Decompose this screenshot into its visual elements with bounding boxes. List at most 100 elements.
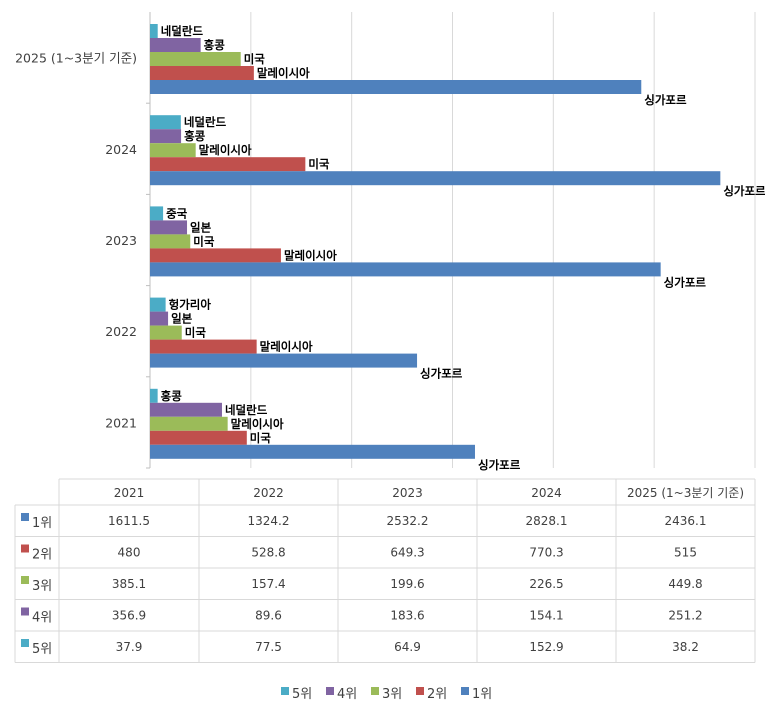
category-label: 2021 bbox=[105, 415, 137, 430]
legend-key-icon bbox=[21, 639, 29, 647]
bar bbox=[150, 311, 169, 326]
legend-key-icon bbox=[21, 576, 29, 584]
bar bbox=[150, 52, 241, 66]
bar bbox=[150, 220, 188, 235]
legend-label: 2위 bbox=[427, 687, 447, 702]
table-cell: 64.9 bbox=[394, 640, 421, 654]
table-cell: 1611.5 bbox=[108, 514, 150, 528]
table-cell: 356.9 bbox=[112, 609, 146, 623]
bar bbox=[150, 262, 661, 277]
bar bbox=[150, 402, 222, 417]
bar bbox=[150, 66, 254, 80]
data-label: 미국 bbox=[244, 52, 266, 66]
legend-label: 4위 bbox=[337, 687, 357, 702]
table-row-label: 4위 bbox=[32, 611, 52, 626]
data-label: 헝가리아 bbox=[169, 298, 212, 312]
data-label: 싱가포르 bbox=[723, 184, 765, 198]
table-cell: 2828.1 bbox=[526, 514, 568, 528]
legend-label: 1위 bbox=[472, 687, 492, 702]
data-label: 네덜란드 bbox=[184, 115, 227, 129]
table-cell: 183.6 bbox=[390, 609, 424, 623]
table-cell: 37.9 bbox=[116, 640, 143, 654]
table-cell: 385.1 bbox=[112, 577, 146, 591]
table-cell: 528.8 bbox=[251, 546, 285, 560]
table-header: 2021 bbox=[114, 486, 145, 500]
table-cell: 1324.2 bbox=[248, 514, 290, 528]
bar bbox=[150, 297, 166, 312]
legend-swatch-icon bbox=[416, 687, 424, 695]
bar bbox=[150, 24, 158, 38]
bar bbox=[150, 430, 247, 445]
table-cell: 649.3 bbox=[390, 546, 424, 560]
category-label: 2022 bbox=[105, 324, 137, 339]
table-row-label: 3위 bbox=[32, 579, 52, 594]
table-cell: 251.2 bbox=[668, 609, 702, 623]
table-row-label: 1위 bbox=[32, 516, 52, 531]
table-row-label: 5위 bbox=[32, 642, 52, 657]
table-cell: 2532.2 bbox=[387, 514, 429, 528]
bar bbox=[150, 248, 281, 263]
data-label: 미국 bbox=[250, 431, 272, 445]
category-label: 2024 bbox=[105, 142, 137, 157]
data-label: 싱가포르 bbox=[478, 458, 521, 472]
bar bbox=[150, 38, 201, 52]
legend-key-icon bbox=[21, 513, 29, 521]
category-label: 2023 bbox=[105, 233, 137, 248]
table-cell: 154.1 bbox=[529, 609, 563, 623]
data-label: 싱가포르 bbox=[664, 275, 707, 289]
data-label: 홍콩 bbox=[184, 129, 206, 143]
table-cell: 226.5 bbox=[529, 577, 563, 591]
table-cell: 770.3 bbox=[529, 546, 563, 560]
legend-swatch-icon bbox=[326, 687, 334, 695]
legend-key-icon bbox=[21, 607, 29, 616]
data-label: 말레이시아 bbox=[260, 340, 313, 354]
data-label: 일본 bbox=[190, 220, 212, 234]
data-label: 중국 bbox=[166, 206, 188, 220]
bar bbox=[150, 157, 306, 172]
category-label: 2025 (1~3분기 기준) bbox=[15, 51, 137, 66]
legend-label: 5위 bbox=[292, 687, 312, 702]
table-cell: 449.8 bbox=[668, 577, 702, 591]
legend-label: 3위 bbox=[382, 687, 402, 702]
data-label: 네덜란드 bbox=[161, 24, 204, 38]
table-cell: 152.9 bbox=[529, 640, 563, 654]
bar bbox=[150, 339, 257, 354]
data-label: 홍콩 bbox=[161, 389, 183, 403]
bar bbox=[150, 80, 642, 94]
table-header: 2024 bbox=[531, 486, 562, 500]
data-label: 일본 bbox=[171, 312, 193, 326]
bar bbox=[150, 325, 182, 340]
bar bbox=[150, 115, 181, 130]
bar bbox=[150, 206, 164, 221]
table-cell: 89.6 bbox=[255, 609, 282, 623]
data-label: 네덜란드 bbox=[225, 403, 268, 417]
table-header: 2023 bbox=[392, 486, 423, 500]
legend-key-icon bbox=[21, 544, 29, 553]
table-header: 2022 bbox=[253, 486, 284, 500]
data-label: 미국 bbox=[193, 234, 215, 248]
table-cell: 38.2 bbox=[672, 640, 699, 654]
legend-swatch-icon bbox=[461, 687, 469, 695]
table-cell: 515 bbox=[674, 546, 697, 560]
bar bbox=[150, 416, 228, 431]
bar bbox=[150, 353, 418, 368]
bar bbox=[150, 129, 182, 144]
table-cell: 157.4 bbox=[251, 577, 285, 591]
bar bbox=[150, 388, 158, 403]
data-label: 말레이시아 bbox=[231, 417, 284, 431]
table-header: 2025 (1~3분기 기준) bbox=[627, 486, 744, 500]
data-label: 말레이시아 bbox=[199, 143, 252, 157]
table-row-label: 2위 bbox=[32, 548, 52, 563]
bar bbox=[150, 143, 196, 158]
bar bbox=[150, 171, 721, 186]
data-label: 말레이시아 bbox=[257, 66, 310, 80]
data-label: 미국 bbox=[185, 326, 207, 340]
data-label: 싱가포르 bbox=[420, 367, 463, 381]
data-label: 미국 bbox=[308, 157, 330, 171]
legend-swatch-icon bbox=[281, 687, 289, 695]
table-cell: 77.5 bbox=[255, 640, 282, 654]
table-cell: 2436.1 bbox=[665, 514, 707, 528]
bar bbox=[150, 444, 475, 459]
